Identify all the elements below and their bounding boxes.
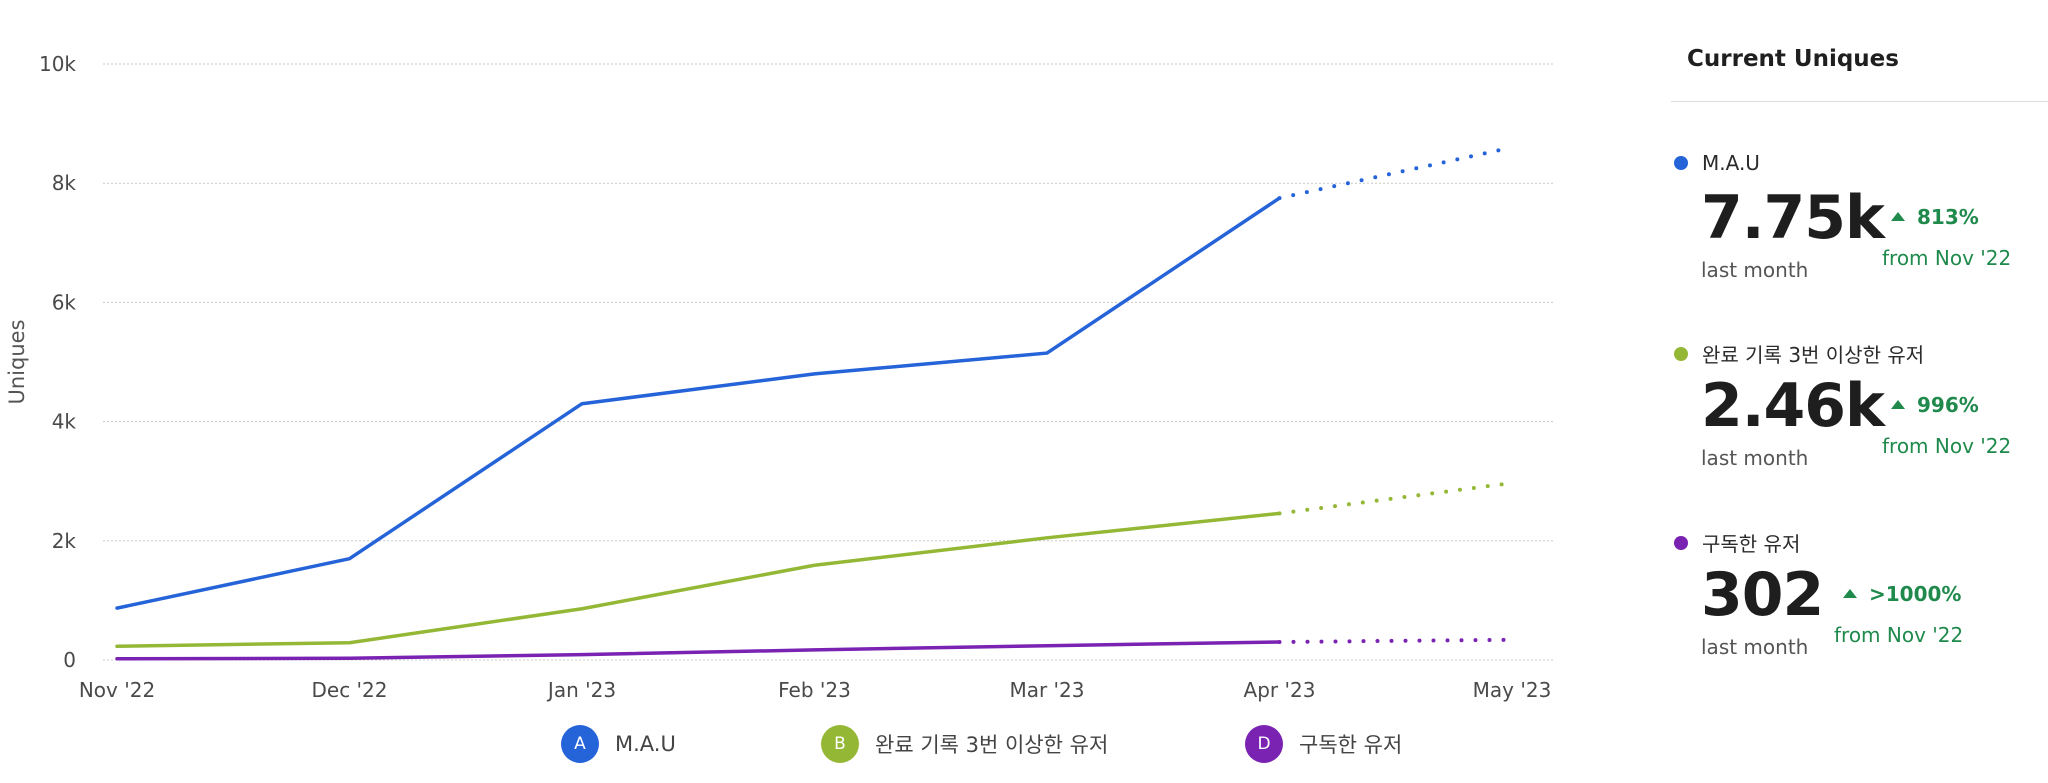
metric-delta: 996% xyxy=(1891,393,1979,417)
series-dot-icon xyxy=(1674,156,1688,170)
y-axis-label: Uniques xyxy=(5,319,29,404)
x-tick-label: Feb '23 xyxy=(778,678,851,702)
y-tick-label: 8k xyxy=(52,171,77,195)
x-tick-label: Mar '23 xyxy=(1009,678,1084,702)
metric-period: last month xyxy=(1701,635,1809,659)
legend-item-b[interactable]: B 완료 기록 3번 이상한 유저 xyxy=(821,724,1108,764)
metric-delta-value: >1000% xyxy=(1869,582,1962,606)
series-projection-b xyxy=(1277,480,1514,516)
y-tick-label: 0 xyxy=(63,648,76,672)
legend-item-d[interactable]: D 구독한 유저 xyxy=(1245,724,1402,764)
legend-label-a: M.A.U xyxy=(615,732,676,756)
series-projection-d xyxy=(1277,637,1514,645)
metric-delta-value: 813% xyxy=(1917,205,1979,229)
series-line-a xyxy=(115,196,1282,610)
series-dot-icon xyxy=(1674,535,1688,550)
metric-period: last month xyxy=(1701,258,1809,282)
legend-badge-b: B xyxy=(821,725,859,763)
x-tick-label: Apr '23 xyxy=(1244,678,1316,702)
y-tick-label: 6k xyxy=(52,290,77,314)
legend-badge-d: D xyxy=(1245,725,1283,763)
chart-legend: A M.A.U B 완료 기록 3번 이상한 유저 D 구독한 유저 xyxy=(0,724,2048,768)
y-tick-label: 4k xyxy=(52,410,77,434)
metric-period: last month xyxy=(1701,446,1809,470)
y-tick-label: 2k xyxy=(52,529,77,553)
x-tick-label: Dec '22 xyxy=(311,678,387,702)
y-tick-label: 10k xyxy=(39,52,76,76)
panel-title: Current Uniques xyxy=(1687,46,1899,72)
metric-subscribed[interactable]: 구독한 유저 302 last month >1000% from Nov '2… xyxy=(1671,528,2048,718)
metric-value: 302 xyxy=(1701,560,1824,630)
series-line-d xyxy=(115,640,1282,661)
series-dot-icon xyxy=(1674,346,1688,361)
x-tick-label: May '23 xyxy=(1473,678,1552,702)
legend-item-a[interactable]: A M.A.U xyxy=(561,724,676,764)
metric-mau[interactable]: M.A.U 7.75k last month 813% from Nov '22 xyxy=(1671,151,2048,341)
legend-badge-a: A xyxy=(561,725,599,763)
metric-name: M.A.U xyxy=(1702,151,1760,175)
legend-label-d: 구독한 유저 xyxy=(1299,733,1403,757)
up-arrow-icon xyxy=(1891,212,1905,221)
legend-label-b: 완료 기록 3번 이상한 유저 xyxy=(875,733,1109,757)
metric-name: 완료 기록 3번 이상한 유저 xyxy=(1702,343,1925,367)
x-tick-label: Nov '22 xyxy=(79,678,155,702)
metric-name: 구독한 유저 xyxy=(1702,532,1801,556)
metric-delta-period: from Nov '22 xyxy=(1882,246,2012,270)
up-arrow-icon xyxy=(1891,400,1905,409)
series-projection-a xyxy=(1277,145,1514,201)
metric-header: 완료 기록 3번 이상한 유저 xyxy=(1674,339,1924,368)
metric-delta-value: 996% xyxy=(1917,393,1979,417)
metric-delta-period: from Nov '22 xyxy=(1834,623,1964,647)
metric-header: 구독한 유저 xyxy=(1674,528,1800,557)
metric-delta: 813% xyxy=(1891,205,1979,229)
metric-delta-period: from Nov '22 xyxy=(1882,434,2012,458)
metric-value: 7.75k xyxy=(1701,183,1885,253)
metric-completed-3plus[interactable]: 완료 기록 3번 이상한 유저 2.46k last month 996% fr… xyxy=(1671,339,2048,529)
metric-delta: >1000% xyxy=(1843,582,1961,606)
x-tick-label: Jan '23 xyxy=(546,678,616,702)
current-uniques-panel: Current Uniques M.A.U 7.75k last month 8… xyxy=(1671,0,2048,783)
metric-header: M.A.U xyxy=(1674,151,1760,175)
panel-divider xyxy=(1671,101,2048,102)
metric-value: 2.46k xyxy=(1701,371,1885,441)
up-arrow-icon xyxy=(1843,589,1857,598)
series-line-b xyxy=(115,511,1282,649)
line-chart: 0 2k 4k 6k 8k 10k Nov '22 Dec '22 Jan '23 Feb '23… xyxy=(5,52,1553,702)
